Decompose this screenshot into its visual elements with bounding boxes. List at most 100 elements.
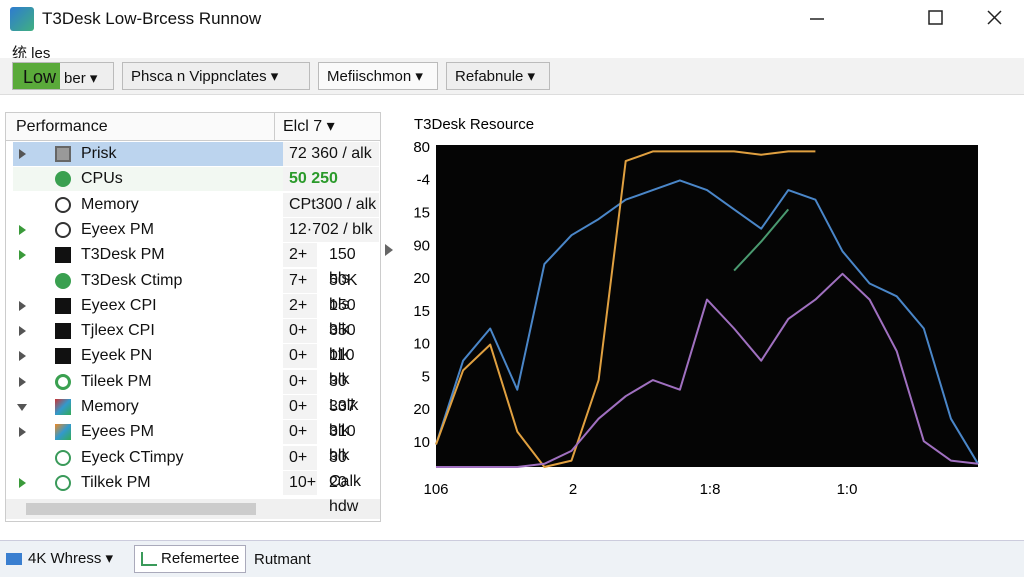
- splitter-arrow[interactable]: [382, 240, 396, 260]
- tab-label: 4K Whress ▾: [28, 550, 114, 567]
- series-line: [435, 150, 816, 468]
- process-value: 2+: [283, 293, 317, 318]
- x-tick-label: 2: [569, 481, 577, 498]
- header-name[interactable]: Performance: [16, 118, 108, 135]
- y-tick-label: 15: [413, 205, 430, 222]
- process-name: Eyees PM: [81, 423, 154, 441]
- chart-title: T3Desk Resource: [414, 116, 534, 133]
- process-value: 10+: [283, 470, 317, 495]
- process-row[interactable]: Tilkek PM 10+ 20 hdw: [13, 470, 379, 515]
- toolbar-button[interactable]: Mefiischmon ▾: [318, 62, 438, 90]
- process-name: Tileek PM: [81, 372, 152, 390]
- tab[interactable]: Refemertee: [134, 545, 246, 573]
- row-icon: [55, 474, 71, 491]
- process-row[interactable]: Tjleex CPI 0+ 350 blk: [13, 319, 379, 363]
- process-row[interactable]: Eyeck CTimpy 0+ 30 Calk: [13, 445, 379, 490]
- process-row[interactable]: Eyees PM 0+ 310 blk: [13, 420, 379, 464]
- row-icon: [55, 247, 71, 264]
- process-row[interactable]: Memory 0+ 337 blk: [13, 395, 379, 439]
- process-size: 110 blk: [329, 347, 355, 389]
- process-size: 50K bls: [329, 271, 358, 313]
- process-size: 30 Lolk: [329, 372, 359, 414]
- process-name: Eyeek PN: [81, 347, 153, 365]
- row-icon: [55, 196, 71, 213]
- process-row[interactable]: CPUs 50 250: [13, 167, 379, 192]
- y-tick-label: 80: [413, 139, 430, 156]
- row-icon: [55, 272, 71, 289]
- process-name: Prisk: [81, 145, 117, 162]
- process-value: 50 250: [283, 167, 379, 192]
- header-sort[interactable]: Elcl 7 ▾: [274, 113, 380, 140]
- panel-header: Performance Elcl 7 ▾: [6, 113, 380, 141]
- status-bar: 4K Whress ▾ Refemertee Rutmant: [0, 540, 1024, 577]
- tab-label: Refemertee: [161, 550, 240, 567]
- process-name: Tjleex CPI: [81, 322, 155, 340]
- process-size: 30 Calk: [329, 448, 362, 490]
- y-tick-label: 10: [413, 336, 430, 353]
- process-name: CPUs: [81, 170, 123, 188]
- process-row[interactable]: Eyeex PM 12·702 / blk: [13, 217, 379, 242]
- y-tick-label: 15: [413, 303, 430, 320]
- y-tick-label: 5: [422, 368, 430, 385]
- process-value: 2+: [283, 243, 317, 268]
- process-row[interactable]: Tileek PM 0+ 30 Lolk: [13, 369, 379, 414]
- expander[interactable]: [19, 477, 26, 488]
- expander[interactable]: [17, 404, 27, 411]
- toolbar-button[interactable]: Phsca n Vippnclates ▾: [122, 62, 310, 90]
- process-row[interactable]: Eyeek PN 0+ 110 blk: [13, 344, 379, 388]
- plot-area: [436, 145, 978, 467]
- process-size: 20 hdw: [329, 473, 359, 515]
- x-tick-label: 1:8: [700, 481, 721, 498]
- scroll-thumb[interactable]: [26, 503, 256, 515]
- process-value: 0+: [283, 420, 317, 445]
- expander[interactable]: [19, 250, 26, 261]
- expander[interactable]: [19, 326, 26, 337]
- tab[interactable]: Rutmant: [254, 551, 311, 568]
- expander[interactable]: [19, 149, 26, 159]
- toolbar-button[interactable]: Low ber ▾: [12, 62, 114, 90]
- x-tick-label: 1:0: [837, 481, 858, 498]
- process-name: Eyeck CTimpy: [81, 448, 184, 466]
- process-name: Memory: [81, 195, 139, 213]
- row-icon: [55, 297, 71, 314]
- expander[interactable]: [19, 427, 26, 438]
- process-size: 150 blk: [329, 296, 356, 338]
- process-value: 12·702 / blk: [283, 217, 379, 242]
- process-size: 337 blk: [329, 398, 356, 439]
- menu-bar[interactable]: 统 les: [12, 45, 51, 62]
- window-controls[interactable]: [800, 0, 1024, 38]
- highlight: Low: [13, 63, 61, 89]
- process-row[interactable]: Memory CPt300 / alk: [13, 192, 379, 217]
- maximize[interactable]: [928, 10, 943, 25]
- row-icon: [55, 399, 71, 415]
- process-row[interactable]: T3Desk Ctimp 7+ 50K bls: [13, 268, 379, 313]
- close[interactable]: [987, 10, 1002, 25]
- expander[interactable]: [19, 376, 26, 387]
- expander[interactable]: [19, 300, 26, 311]
- process-row[interactable]: Eyeex CPI 2+ 150 blk: [13, 293, 379, 338]
- process-name: T3Desk Ctimp: [81, 271, 183, 289]
- expander[interactable]: [19, 224, 26, 235]
- tab[interactable]: 4K Whress ▾: [6, 547, 113, 571]
- process-value: 0+: [283, 369, 317, 394]
- process-row[interactable]: T3Desk PM 2+ 150 bls: [13, 243, 379, 287]
- expander[interactable]: [19, 351, 26, 362]
- process-name: Eyeex PM: [81, 220, 154, 238]
- toolbar-button[interactable]: Refabnule ▾: [446, 62, 550, 90]
- process-size: 150 bls: [329, 246, 356, 288]
- y-tick-label: 10: [413, 434, 430, 451]
- row-icon: [55, 424, 71, 441]
- process-value: 0+: [283, 319, 317, 344]
- series-line: [436, 272, 979, 468]
- row-icon: [55, 348, 71, 365]
- h-scrollbar[interactable]: [6, 499, 380, 519]
- process-size: 350 blk: [329, 322, 356, 364]
- row-icon: [55, 323, 71, 340]
- process-value: 0+: [283, 395, 317, 419]
- process-value: 0+: [283, 445, 317, 470]
- resource-chart: T3Desk Resource 80 -4 15 90 20 15 10 5 20 10 106 2 1…: [413, 116, 979, 498]
- y-tick-label: 20: [413, 270, 430, 287]
- y-tick-label: 20: [413, 401, 430, 418]
- button-label: ber ▾: [64, 70, 98, 87]
- process-row[interactable]: Prisk 72 360 / alk: [13, 142, 379, 166]
